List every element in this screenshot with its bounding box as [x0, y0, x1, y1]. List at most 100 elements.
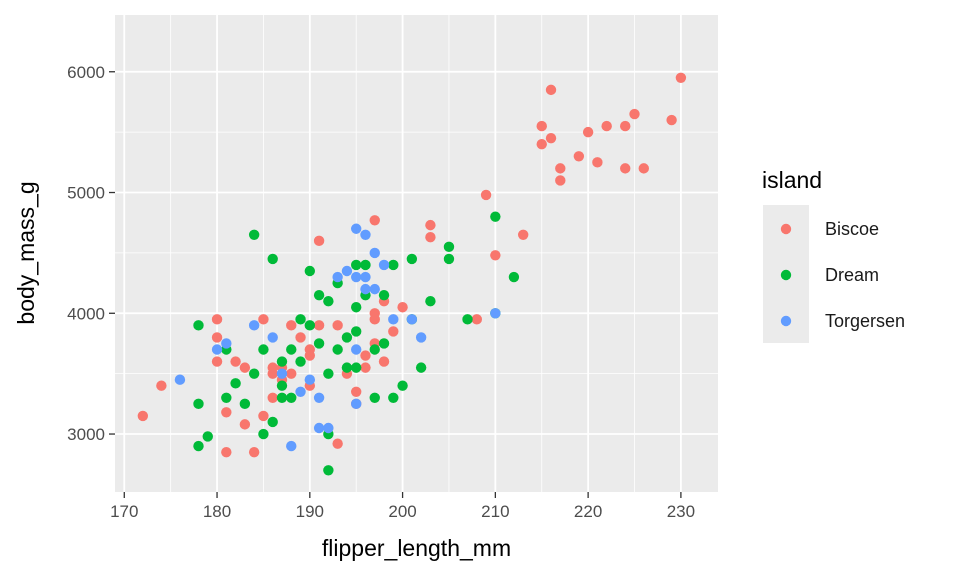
point-dream	[388, 259, 399, 271]
point-biscoe	[675, 72, 687, 83]
point-torgersen	[360, 229, 371, 240]
point-dream	[369, 344, 380, 355]
point-biscoe	[517, 229, 529, 240]
point-dream	[276, 380, 288, 391]
point-dream	[341, 362, 353, 373]
point-biscoe	[295, 332, 306, 343]
y-tick-label: 3000	[67, 425, 105, 444]
point-torgersen	[360, 283, 371, 295]
point-dream	[378, 289, 390, 301]
point-biscoe	[480, 189, 492, 201]
point-biscoe	[332, 320, 343, 331]
point-torgersen	[351, 271, 362, 283]
point-torgersen	[211, 344, 223, 355]
point-biscoe	[211, 356, 223, 367]
point-dream	[323, 465, 334, 476]
point-dream	[286, 344, 297, 355]
point-dream	[369, 392, 380, 404]
point-biscoe	[332, 438, 343, 449]
x-axis-title: flipper_length_mm	[322, 535, 511, 561]
point-biscoe	[666, 114, 677, 126]
point-dream	[276, 392, 288, 404]
point-torgersen	[351, 344, 362, 355]
point-dream	[351, 259, 362, 271]
point-torgersen	[304, 374, 316, 385]
point-torgersen	[323, 422, 334, 434]
x-tick-label: 220	[574, 502, 602, 521]
point-biscoe	[211, 314, 223, 325]
point-biscoe	[360, 362, 371, 373]
x-tick-label: 210	[481, 502, 509, 521]
x-tick-label: 170	[110, 502, 138, 521]
point-torgersen	[313, 392, 325, 404]
point-dream	[443, 241, 455, 253]
point-dream	[202, 431, 213, 442]
point-dream	[286, 392, 297, 404]
point-dream	[248, 229, 260, 240]
point-dream	[397, 380, 408, 391]
point-dream	[425, 296, 436, 307]
point-torgersen	[369, 283, 380, 295]
minor-gridlines	[115, 15, 718, 492]
point-dream	[388, 392, 399, 404]
point-dream	[295, 356, 306, 367]
legend-title: island	[762, 167, 822, 193]
point-dream	[313, 289, 325, 301]
legend: island Biscoe Dream Torgersen	[762, 167, 905, 343]
point-torgersen	[406, 314, 418, 325]
point-biscoe	[555, 175, 566, 186]
point-dream	[351, 302, 362, 313]
point-dream	[304, 320, 316, 331]
point-biscoe	[211, 332, 223, 343]
point-torgersen	[221, 338, 232, 349]
legend-label-biscoe: Biscoe	[825, 219, 879, 239]
point-biscoe	[425, 219, 436, 231]
point-biscoe	[351, 386, 362, 397]
plot-panel	[115, 15, 718, 492]
point-dream	[258, 428, 269, 440]
legend-label-torgersen: Torgersen	[825, 311, 905, 331]
legend-key-biscoe	[780, 223, 792, 235]
point-dream	[193, 398, 204, 410]
point-biscoe	[425, 231, 436, 243]
point-torgersen	[295, 386, 306, 397]
point-torgersen	[276, 368, 288, 379]
point-dream	[193, 320, 204, 331]
x-axis: 170 180 190 200 210 220 230	[110, 492, 695, 521]
point-biscoe	[313, 235, 325, 247]
point-dream	[415, 362, 427, 373]
point-biscoe	[388, 326, 399, 337]
point-torgersen	[415, 332, 427, 343]
point-biscoe	[592, 157, 603, 168]
point-dream	[323, 296, 334, 307]
data-points	[137, 72, 687, 476]
legend-key-dream	[780, 269, 792, 281]
point-dream	[295, 314, 306, 325]
y-axis: 3000 4000 5000 6000	[67, 63, 115, 444]
y-tick-label: 6000	[67, 63, 105, 82]
point-biscoe	[638, 163, 649, 174]
point-dream	[360, 259, 371, 271]
point-torgersen	[174, 374, 186, 385]
point-biscoe	[620, 120, 631, 132]
point-dream	[258, 344, 269, 355]
point-torgersen	[351, 223, 362, 234]
point-biscoe	[221, 446, 232, 458]
point-biscoe	[369, 314, 380, 325]
point-biscoe	[536, 120, 547, 132]
point-dream	[304, 265, 316, 277]
point-biscoe	[360, 350, 371, 361]
point-biscoe	[573, 151, 585, 162]
point-dream	[267, 416, 278, 428]
point-dream	[276, 356, 288, 367]
point-torgersen	[388, 314, 399, 325]
point-dream	[323, 368, 334, 379]
point-torgersen	[351, 398, 362, 410]
legend-key-torgersen	[780, 315, 792, 327]
point-torgersen	[490, 308, 501, 319]
point-biscoe	[267, 392, 278, 404]
point-biscoe	[536, 139, 547, 150]
y-axis-title: body_mass_g	[13, 181, 39, 324]
point-biscoe	[137, 410, 149, 422]
